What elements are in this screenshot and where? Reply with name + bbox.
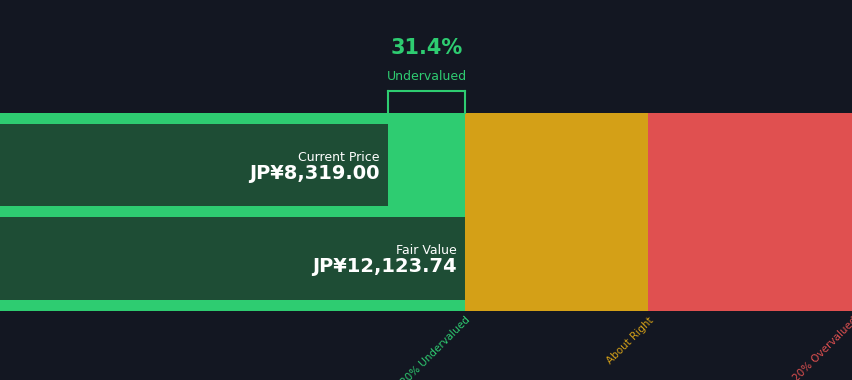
- Bar: [648, 113, 852, 124]
- Bar: [648, 217, 852, 300]
- Text: JP¥12,123.74: JP¥12,123.74: [311, 257, 456, 276]
- Bar: [464, 113, 648, 124]
- Text: Undervalued: Undervalued: [386, 70, 466, 82]
- Text: Current Price: Current Price: [297, 151, 379, 164]
- Text: 20% Overvalued: 20% Overvalued: [791, 315, 852, 380]
- Bar: [464, 300, 648, 310]
- Text: 31.4%: 31.4%: [390, 38, 462, 58]
- Bar: [464, 124, 648, 206]
- Bar: [0, 300, 464, 310]
- Text: Fair Value: Fair Value: [395, 244, 456, 258]
- Bar: [0, 113, 464, 124]
- Bar: [648, 300, 852, 310]
- Bar: [648, 206, 852, 217]
- Bar: [464, 217, 648, 300]
- Bar: [648, 124, 852, 206]
- Bar: [0, 217, 464, 300]
- Bar: [0, 124, 464, 206]
- Bar: [0, 217, 464, 300]
- Bar: [0, 124, 388, 206]
- Text: 20% Undervalued: 20% Undervalued: [399, 315, 471, 380]
- Bar: [0, 206, 464, 217]
- Text: About Right: About Right: [604, 315, 654, 366]
- Text: JP¥8,319.00: JP¥8,319.00: [249, 164, 379, 183]
- Bar: [464, 206, 648, 217]
